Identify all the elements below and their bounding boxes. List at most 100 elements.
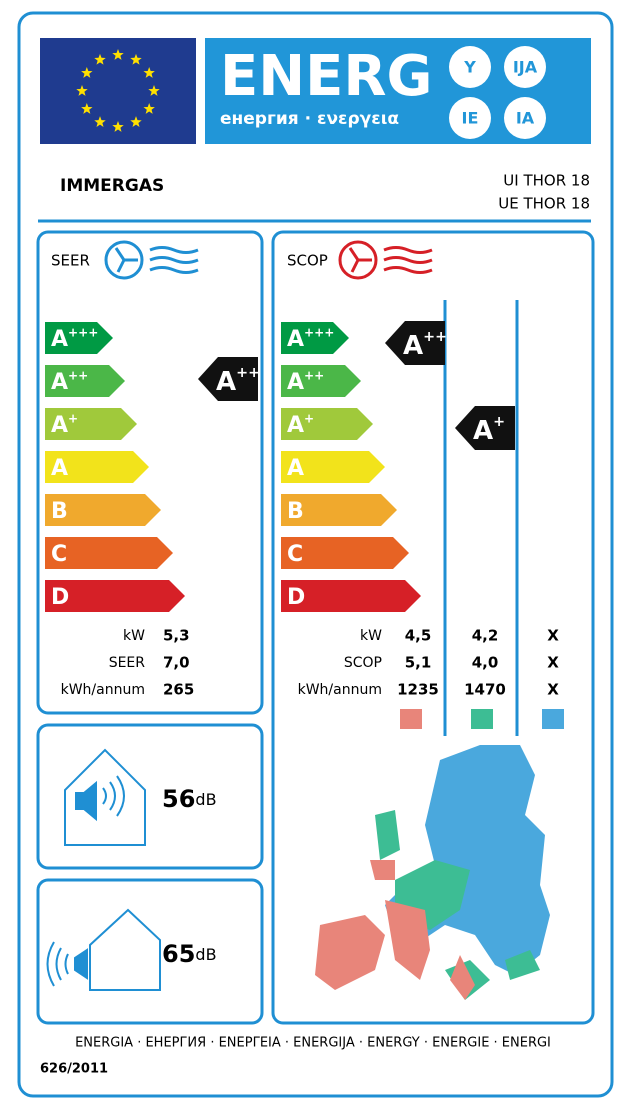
row-value: 7,0 [163,654,190,672]
outdoor-noise-panel [36,878,264,1025]
star [94,53,106,65]
star [130,53,142,65]
class-label: B [51,499,68,524]
row-value: 4,2 [472,627,499,645]
indoor-noise-panel [36,723,264,870]
language-badge [449,97,491,139]
noise-value: 65 [162,940,195,968]
class-label: A+++ [51,325,98,352]
class-plus: +++ [423,329,459,345]
row-label: kW [360,628,382,644]
noise-level: 65dB [162,940,217,968]
row-value: 5,3 [163,627,190,645]
row-label: kWh/annum [61,682,145,698]
star [130,116,142,128]
language-code: IA [516,109,535,128]
section-label: SEER [51,252,90,270]
class-arrow [281,365,361,397]
class-arrow [281,322,349,354]
star [81,67,93,78]
brand: IMMERGAS [60,176,164,196]
class-label: A+ [473,414,505,446]
class-letter: A [287,370,304,395]
row-label: SCOP [344,655,382,671]
class-label: C [287,542,303,567]
star [148,85,160,96]
star [143,103,155,114]
class-arrow [281,451,385,483]
star [81,103,93,114]
class-label: A+ [287,411,314,438]
star [112,121,124,132]
star [94,116,106,128]
class-label: A+ [51,411,78,438]
class-plus: + [304,411,314,425]
class-letter: C [51,542,67,567]
row-value: X [547,627,559,645]
class-letter: A [287,413,304,438]
heating-panel [271,230,595,1025]
class-label: A++ [216,365,260,397]
outdoor-icon [46,908,161,991]
row-value: 4,0 [472,654,499,672]
row-label: kWh/annum [298,682,382,698]
class-letter: C [287,542,303,567]
class-arrow [45,580,185,612]
class-arrow [45,365,125,397]
rating-arrow [455,406,515,450]
class-label: A [51,456,68,481]
cooling-icon [104,240,199,280]
language-badge [504,97,546,139]
class-label: D [287,585,305,610]
row-value: X [547,654,559,672]
class-letter: A [287,456,304,481]
class-letter: A [287,327,304,352]
row-value: 4,5 [405,627,432,645]
language-badge [449,46,491,88]
class-label: C [51,542,67,567]
section-label: SCOP [287,252,328,270]
star [112,49,124,60]
class-label: A [287,456,304,481]
class-letter: A [473,416,493,446]
class-plus: + [68,411,78,425]
class-arrow [281,537,409,569]
class-letter: A [51,456,68,481]
model-name: UE THOR 18 [498,195,590,213]
class-label: B [287,499,304,524]
noise-value: 56 [162,785,195,813]
class-arrow [281,408,373,440]
class-arrow [281,494,397,526]
class-letter: A [51,370,68,395]
energ-subtitle: енергия · ενεργεια [220,109,399,129]
class-letter: D [287,585,305,610]
class-letter: B [287,499,304,524]
class-plus: +++ [304,325,334,339]
rating-arrow [385,321,445,365]
class-label: A++ [287,368,324,395]
row-label: kW [123,628,145,644]
class-plus: ++ [304,368,324,382]
climate-swatch [471,709,493,729]
language-code: IE [462,109,479,128]
class-letter: A [403,331,423,361]
class-label: A+++ [403,329,459,361]
class-arrow [45,451,149,483]
star [143,67,155,78]
class-arrow [45,494,161,526]
class-arrow [45,537,173,569]
class-plus: + [493,414,505,430]
class-arrow [45,408,137,440]
footer-languages: ENERGIA · ЕНЕРГИЯ · ΕΝΕΡΓΕΙΑ · ENERGIJA … [75,1036,551,1051]
outer-border [17,11,614,1098]
class-arrow [281,580,421,612]
model-name: UI THOR 18 [503,172,590,190]
language-code: IJA [513,58,538,77]
star [76,85,88,96]
row-value: 1235 [397,681,439,699]
class-plus: +++ [68,325,98,339]
class-letter: D [51,585,69,610]
cooling-panel [36,230,264,715]
